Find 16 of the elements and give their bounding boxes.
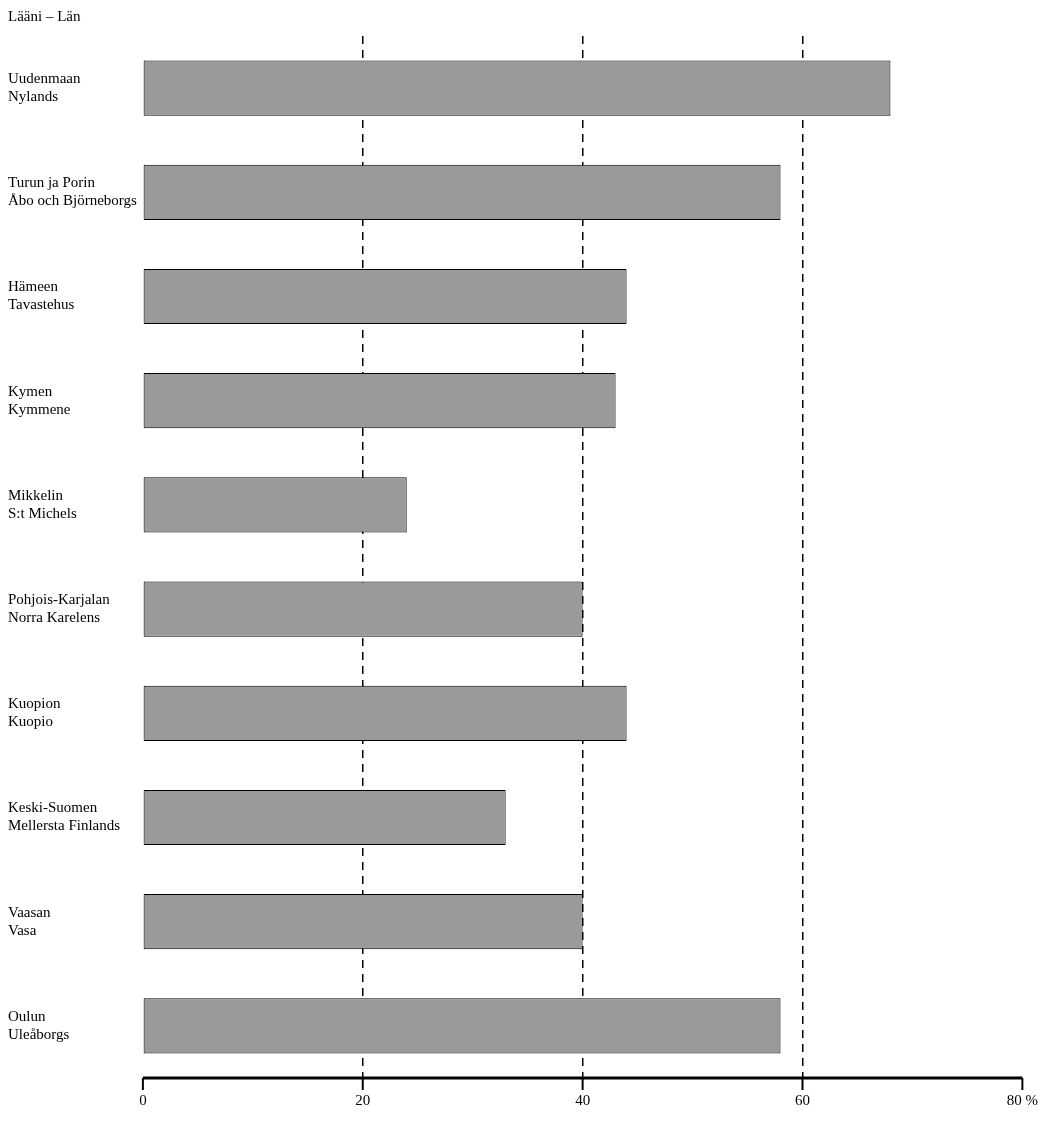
x-tick-label: 0	[139, 1091, 147, 1108]
y-tick-label: Kymen Kymmene	[8, 382, 71, 417]
y-axis-title: Lääni – Län	[8, 8, 81, 25]
y-tick-label: Vaasan Vasa	[8, 903, 51, 938]
y-tick-label: Oulun Uleåborgs	[8, 1007, 70, 1042]
x-tick-label: 60	[795, 1091, 810, 1108]
y-tick-label: Kuopion Kuopio	[8, 695, 61, 730]
x-tick-label: 80 %	[1006, 1091, 1038, 1108]
y-tick-label: Uudenmaan Nylands	[8, 70, 81, 105]
x-tick-label: 20	[355, 1091, 371, 1108]
y-tick-label: Pohjois-Karjalan Norra Karelens	[8, 591, 111, 626]
y-tick-label: Turun ja Porin Åbo och Björneborgs	[8, 174, 138, 209]
y-tick-label: Keski-Suomen Mellersta Finlands	[8, 799, 121, 834]
x-tick-label: 40	[575, 1091, 591, 1108]
y-tick-label: Hämeen Tavastehus	[8, 278, 75, 313]
y-tick-label: Mikkelin S:t Michels	[8, 486, 77, 521]
